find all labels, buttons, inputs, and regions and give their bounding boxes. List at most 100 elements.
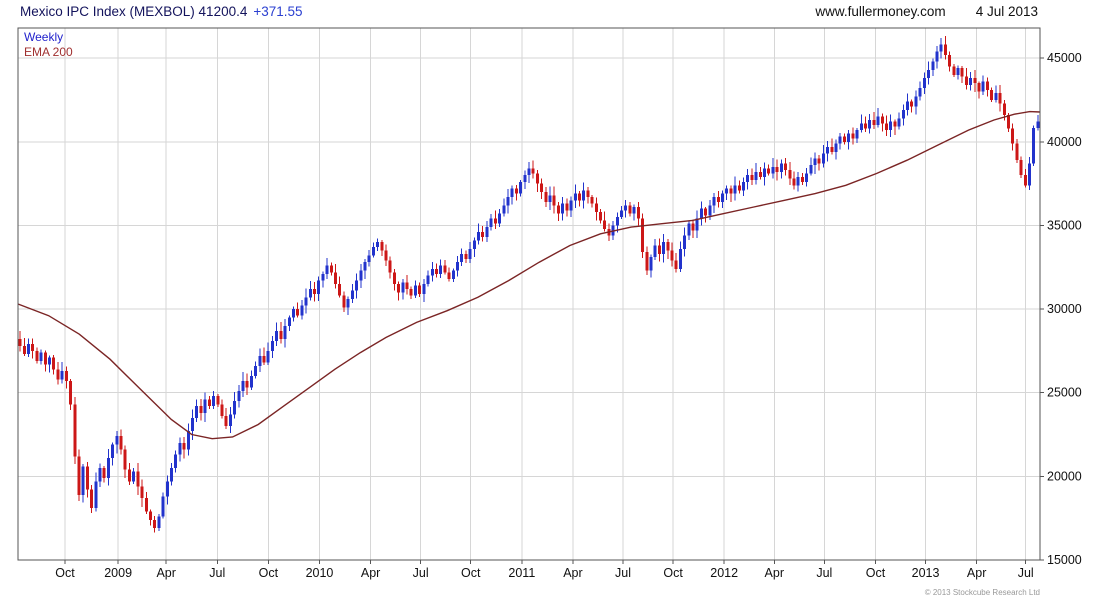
candle-body — [594, 203, 598, 213]
candle-body — [695, 218, 699, 231]
candle-body — [733, 185, 737, 194]
candle-body — [111, 444, 115, 458]
candle-body — [657, 245, 661, 254]
candle-body — [931, 61, 935, 70]
candle-body — [969, 78, 973, 85]
candle-body — [60, 370, 64, 380]
candle-body — [796, 176, 800, 186]
candle-body — [792, 178, 796, 186]
candle-body — [901, 109, 905, 119]
candle-body — [981, 81, 985, 92]
price-change: +371.55 — [253, 4, 303, 19]
candles-layer — [18, 35, 1040, 533]
candle-body — [220, 404, 224, 417]
instrument-title: Mexico IPC Index (MEXBOL) 41200.4 — [20, 4, 248, 19]
candle-body — [876, 116, 880, 126]
y-tick-label: 45000 — [1047, 51, 1082, 65]
candle-body — [687, 223, 691, 236]
candle-body — [767, 168, 771, 174]
candle-body — [228, 414, 232, 427]
y-tick-label: 30000 — [1047, 302, 1082, 316]
candle-body — [712, 196, 716, 206]
candle-body — [662, 242, 666, 254]
candle-body — [598, 212, 602, 221]
candle-body — [359, 270, 363, 281]
plot-border-layer — [17, 27, 1041, 561]
candle-body — [956, 68, 960, 75]
candle-body — [153, 519, 157, 529]
candle-body — [632, 207, 636, 214]
candle-body — [1027, 163, 1031, 186]
candle-body — [502, 205, 506, 214]
candle-body — [346, 299, 350, 308]
candle-body — [56, 369, 60, 380]
candle-body — [199, 406, 203, 413]
x-tick-label: Apr — [967, 566, 986, 580]
x-tick-label: Apr — [765, 566, 784, 580]
candle-body — [22, 345, 26, 355]
y-tick-label: 15000 — [1047, 553, 1082, 567]
candle-body — [241, 380, 245, 392]
candle-body — [481, 232, 485, 238]
candle-body — [758, 171, 762, 177]
candle-body — [683, 235, 687, 249]
candle-body — [1002, 103, 1006, 115]
candle-body — [720, 193, 724, 202]
candle-body — [338, 283, 342, 296]
candle-body — [304, 297, 308, 306]
candle-body — [43, 352, 47, 365]
candle-body — [127, 469, 131, 482]
candle-body — [649, 257, 653, 271]
candle-body — [308, 288, 312, 298]
candle-body — [388, 260, 392, 273]
candle-body — [350, 290, 354, 300]
candle-body — [620, 210, 624, 218]
candle-body — [237, 391, 241, 402]
candle-body — [165, 481, 169, 497]
candle-body — [203, 399, 207, 413]
candle-body — [737, 185, 741, 191]
candle-body — [186, 431, 190, 450]
candle-body — [94, 481, 98, 509]
candle-body — [18, 339, 22, 346]
candle-body — [123, 449, 127, 470]
candle-body — [498, 213, 502, 224]
chart-legend: Weekly EMA 200 — [24, 30, 73, 60]
candle-body — [998, 93, 1002, 104]
candle-body — [678, 248, 682, 269]
candle-body — [27, 344, 31, 355]
candle-body — [73, 404, 77, 457]
candle-body — [821, 153, 825, 164]
candle-body — [868, 120, 872, 129]
candle-body — [81, 466, 85, 495]
candle-body — [603, 220, 607, 229]
candle-body — [565, 203, 569, 211]
candle-body — [653, 245, 657, 258]
candle-body — [552, 195, 556, 206]
candle-body — [704, 208, 708, 216]
candle-body — [1006, 114, 1010, 129]
candle-body — [863, 123, 867, 129]
candle-body — [964, 76, 968, 85]
candle-body — [813, 158, 817, 166]
candle-body — [624, 205, 628, 211]
candle-body — [628, 205, 632, 214]
candle-body — [535, 173, 539, 184]
candle-body — [910, 101, 914, 107]
x-tick-label: Apr — [156, 566, 175, 580]
x-tick-label: Apr — [361, 566, 380, 580]
candle-body — [994, 93, 998, 100]
candle-body — [409, 288, 413, 296]
candle-body — [136, 471, 140, 487]
candle-body — [590, 196, 594, 204]
candle-body — [451, 270, 455, 279]
candle-body — [115, 436, 119, 445]
candle-body — [266, 350, 270, 363]
candle-body — [985, 81, 989, 90]
candle-body — [296, 309, 300, 316]
candle-body — [838, 136, 842, 144]
candle-body — [317, 280, 321, 294]
candle-body — [443, 265, 447, 273]
candle-body — [216, 396, 220, 405]
candle-body — [413, 285, 417, 296]
